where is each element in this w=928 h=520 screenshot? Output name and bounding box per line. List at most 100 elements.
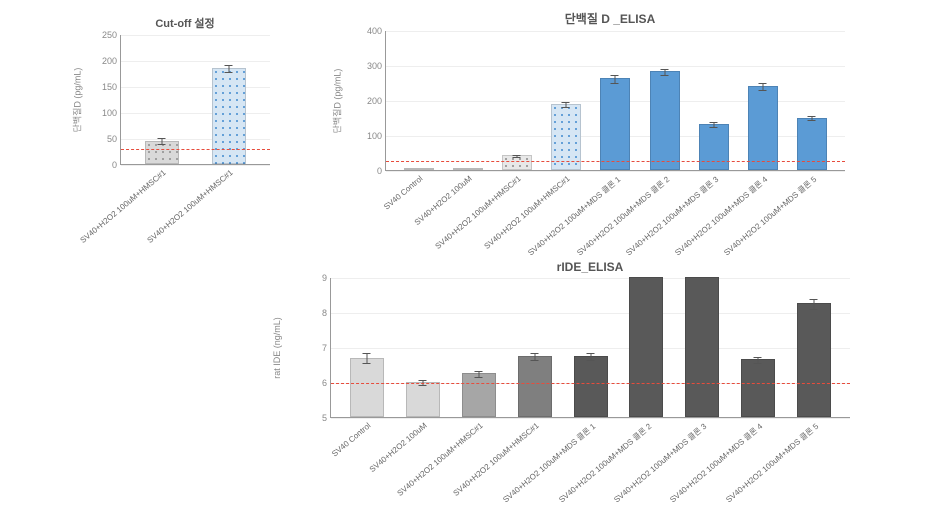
error-bar [615,75,616,83]
error-bar [758,357,759,364]
bar-slot [689,31,738,170]
bar-slot [591,31,640,170]
error-bar [478,371,479,378]
bar-slot [542,31,591,170]
bar-slot [618,278,674,417]
cutoff-line [121,149,270,150]
bar [797,118,827,171]
x-tick-label: SV40+H2O2 100uM+MDS 클론 5 [724,421,821,505]
y-tick-label: 150 [102,82,121,92]
bar [453,168,483,170]
y-tick-label: 300 [367,61,386,71]
x-tick-label: SV40+H2O2 100uM+MDS 클론 3 [612,421,709,505]
bar-slot [492,31,541,170]
elisa-plot: 단백질D (pg/mL) 0100200300400SV40 ControlSV… [385,31,845,171]
ride-ylabel: rat IDE (ng/mL) [272,317,282,379]
bar [502,155,532,170]
error-bar [517,155,518,159]
y-tick-label: 200 [102,56,121,66]
bar-slot [395,278,451,417]
y-tick-label: 400 [367,26,386,36]
y-tick-label: 250 [102,30,121,40]
bar [406,382,440,417]
ride-title: rIDE_ELISA [270,260,910,274]
bar [518,356,552,417]
grid-line [386,171,845,172]
x-tick-label: SV40+H2O2 100uM+MDS 클론 1 [500,421,597,505]
bar-slot [339,278,395,417]
bar [145,141,179,164]
error-bar [534,353,535,361]
bar-slot [443,31,492,170]
x-tick-label: SV40+H2O2 100uM+MDS 클론 3 [624,174,721,258]
error-bar [664,69,665,76]
cutoff-line [331,383,850,384]
y-tick-label: 5 [322,413,331,423]
x-tick-label: SV40 Control [382,174,424,211]
error-bar [590,353,591,361]
cutoff-plot: 단백질D (pg/mL) 050100150200250SV40+H2O2 10… [120,35,270,165]
y-tick-label: 200 [367,96,386,106]
bar-slot [788,31,837,170]
ride-plot: rat IDE (ng/mL) 56789SV40 ControlSV40+H2… [330,278,850,418]
x-tick-label: SV40+H2O2 100uM+HMSC#1 [434,174,523,251]
bars [386,31,845,170]
bars [121,35,270,164]
y-tick-label: 7 [322,343,331,353]
bar-slot [196,35,263,164]
error-bar [814,299,815,310]
x-tick-label: SV40+H2O2 100uM+MDS 클론 4 [673,174,770,258]
error-bar [566,102,567,108]
y-tick-label: 100 [367,131,386,141]
x-tick-label: SV40+H2O2 100uM+MDS 클론 4 [668,421,765,505]
bars [331,278,850,417]
bar [699,124,729,170]
bar [600,78,630,170]
bar [741,359,775,417]
elisa-ylabel: 단백질D (pg/mL) [331,69,344,134]
bar-slot [730,278,786,417]
bar [574,356,608,417]
error-bar [763,83,764,91]
bar-slot [739,31,788,170]
bar-slot [786,278,842,417]
x-tick-label: SV40+H2O2 100uM [368,421,429,474]
cutoff-chart: Cut-off 설정 단백질D (pg/mL) 050100150200250S… [70,15,300,165]
bar [350,358,384,418]
cutoff-title: Cut-off 설정 [70,15,300,31]
bar [462,373,496,417]
y-tick-label: 8 [322,308,331,318]
x-tick-label: SV40+H2O2 100uM+MDS 클론 1 [525,174,622,258]
bar [650,71,680,170]
x-tick-label: SV40+H2O2 100uM+MDS 클론 2 [574,174,671,258]
error-bar [366,353,367,364]
y-tick-label: 50 [107,134,121,144]
bar [404,168,434,170]
error-bar [812,116,813,122]
x-tick-label: SV40+H2O2 100uM+HMSC#1 [483,174,572,251]
grid-line [121,165,270,166]
ride-chart: rIDE_ELISA rat IDE (ng/mL) 56789SV40 Con… [270,260,910,418]
cutoff-line [386,161,845,162]
y-tick-label: 100 [102,108,121,118]
error-bar [162,138,163,144]
y-tick-label: 0 [112,160,121,170]
elisa-chart: 단백질 D _ELISA 단백질D (pg/mL) 0100200300400S… [330,10,890,171]
bar-slot [451,278,507,417]
error-bar [713,122,714,128]
bar-slot [507,278,563,417]
y-tick-label: 9 [322,273,331,283]
x-tick-label: SV40 Control [330,421,372,458]
elisa-title: 단백질 D _ELISA [330,10,890,27]
bar [685,277,719,417]
bar [748,86,778,170]
bar-slot [129,35,196,164]
bar-slot [640,31,689,170]
y-tick-label: 0 [377,166,386,176]
bar-slot [563,278,619,417]
bar-slot [394,31,443,170]
x-tick-label: SV40+H2O2 100uM+MDS 클론 2 [556,421,653,505]
error-bar [228,65,229,73]
bar [797,303,831,417]
bar-slot [674,278,730,417]
